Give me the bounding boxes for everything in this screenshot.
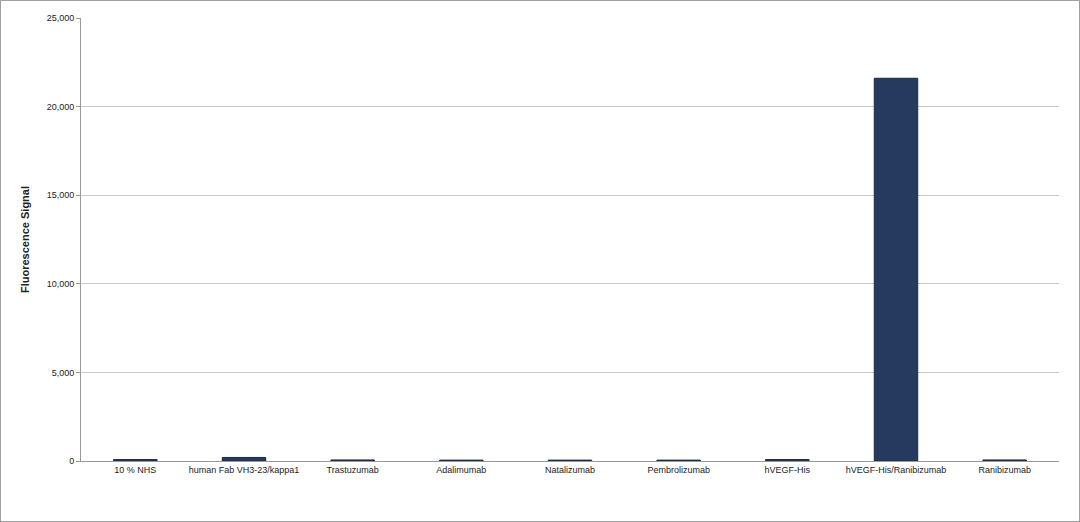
svg-text:hVEGF-His/Ranibizumab: hVEGF-His/Ranibizumab xyxy=(846,465,947,475)
svg-text:Ranibizumab: Ranibizumab xyxy=(978,465,1031,475)
svg-text:Adalimumab: Adalimumab xyxy=(436,465,486,475)
svg-text:hVEGF-His: hVEGF-His xyxy=(765,465,811,475)
svg-text:Trastuzumab: Trastuzumab xyxy=(327,465,379,475)
svg-text:human Fab VH3-23/kappa1: human Fab VH3-23/kappa1 xyxy=(189,465,300,475)
svg-text:10,000: 10,000 xyxy=(47,279,75,289)
svg-text:5,000: 5,000 xyxy=(52,368,75,378)
svg-text:Pembrolizumab: Pembrolizumab xyxy=(647,465,710,475)
svg-text:Fluorescence Signal: Fluorescence Signal xyxy=(19,186,31,293)
svg-text:0: 0 xyxy=(69,456,74,466)
svg-text:10 % NHS: 10 % NHS xyxy=(114,465,156,475)
svg-text:Natalizumab: Natalizumab xyxy=(545,465,595,475)
svg-text:20,000: 20,000 xyxy=(47,102,75,112)
svg-text:25,000: 25,000 xyxy=(47,13,75,23)
svg-text:15,000: 15,000 xyxy=(47,190,75,200)
